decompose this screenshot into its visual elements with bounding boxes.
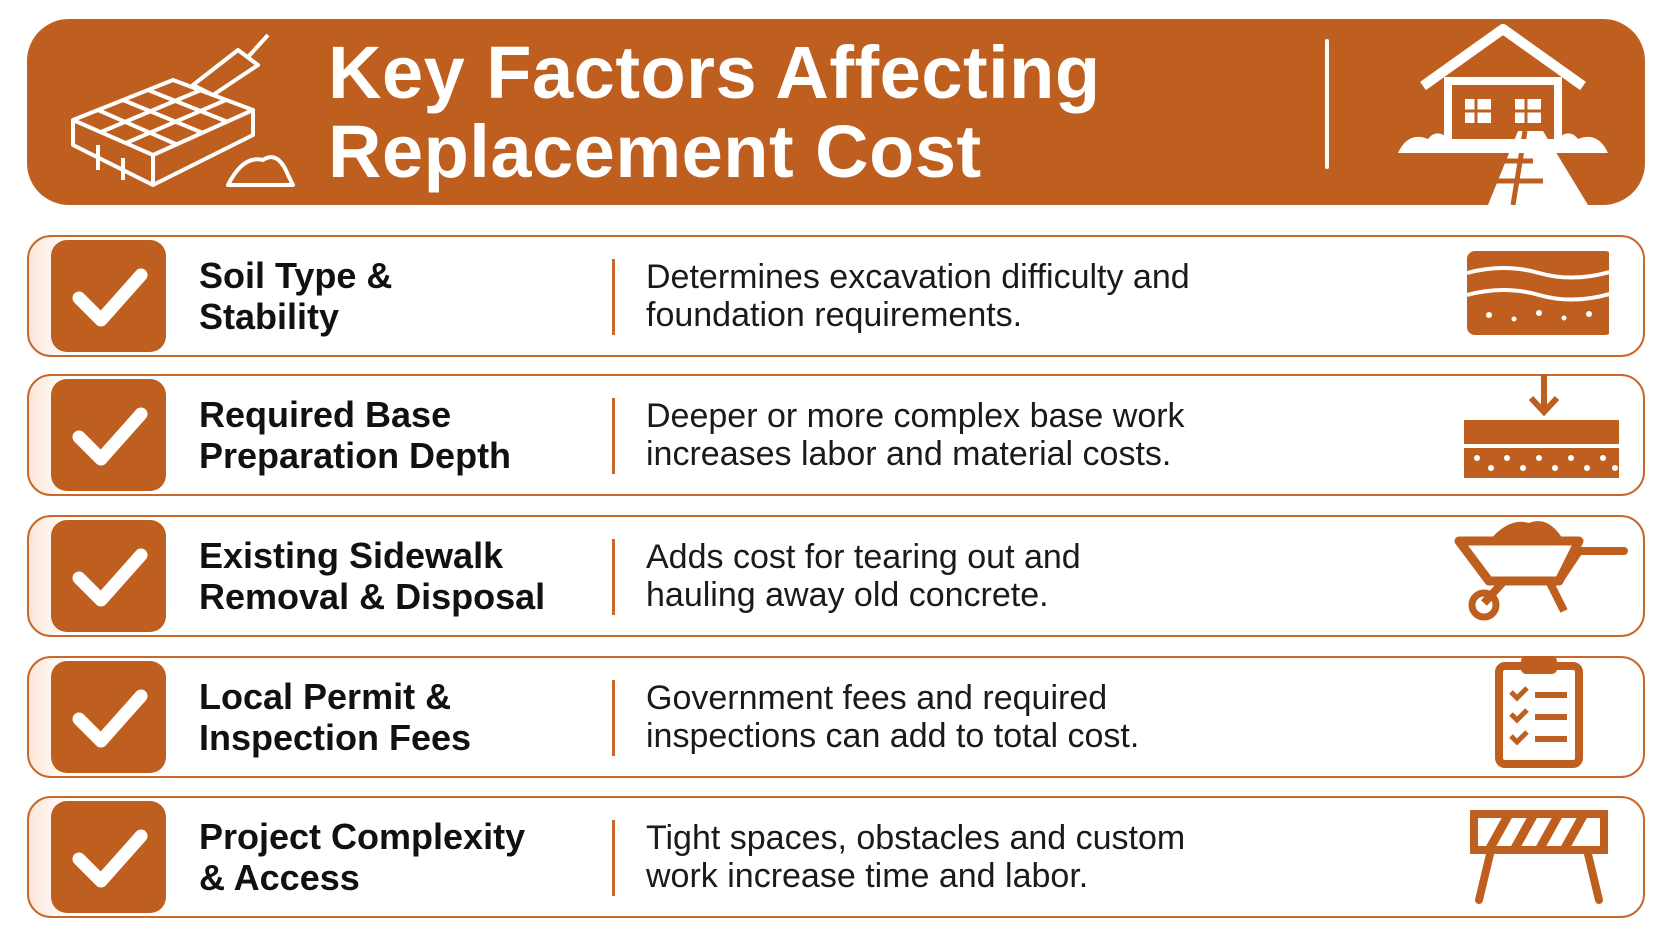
factor-row: Project Complexity & Access Tight spaces,… (27, 796, 1645, 918)
description-line: hauling away old concrete. (646, 576, 1049, 614)
description-line: inspections can add to total cost. (646, 717, 1140, 755)
name-line: & Access (199, 857, 360, 898)
barrier-icon (1470, 810, 1608, 904)
name-line: Stability (199, 296, 340, 337)
wheelbarrow-icon (1454, 521, 1628, 621)
check-box (51, 801, 166, 913)
description-line: increases labor and material costs. (646, 435, 1172, 473)
separator (612, 680, 615, 756)
factor-description: Government fees and required inspections … (646, 658, 1139, 776)
description-line: Adds cost for tearing out and (646, 538, 1081, 576)
description-line: Deeper or more complex base work (646, 397, 1185, 435)
title-line: Key Factors Affecting (328, 31, 1101, 114)
name-line: Local Permit & (199, 676, 452, 717)
check-mark (72, 689, 148, 748)
check-box (51, 240, 166, 352)
name-line: Removal & Disposal (199, 576, 546, 617)
factor-row: Required Base Preparation Depth Deeper or… (27, 374, 1645, 496)
base-depth-icon (1464, 374, 1619, 478)
factor-description: Tight spaces, obstacles and custom work i… (646, 798, 1185, 916)
name-line: Inspection Fees (199, 717, 472, 758)
factor-description: Deeper or more complex base work increase… (646, 376, 1185, 494)
house-icon (1398, 24, 1608, 205)
separator (612, 539, 615, 615)
soil-icon (1466, 251, 1609, 335)
factor-name: Required Base Preparation Depth (199, 376, 511, 494)
description-line: Government fees and required (646, 679, 1108, 717)
header: Key Factors Affecting Replacement Cost (27, 19, 1645, 205)
clipboard-icon (1495, 656, 1583, 768)
factor-name: Existing Sidewalk Removal & Disposal (199, 517, 545, 635)
factor-row: Soil Type & Stability Determines excavati… (27, 235, 1645, 357)
description-line: Determines excavation difficulty and (646, 258, 1190, 296)
name-line: Existing Sidewalk (199, 535, 504, 576)
factor-name: Project Complexity & Access (199, 798, 525, 916)
separator (612, 820, 615, 896)
check-box (51, 661, 166, 773)
factor-row: Local Permit & Inspection Fees Government… (27, 656, 1645, 778)
separator (612, 259, 615, 335)
check-mark (72, 268, 148, 327)
check-mark (72, 829, 148, 888)
description-line: work increase time and labor. (646, 857, 1089, 895)
factor-description: Adds cost for tearing out and hauling awa… (646, 517, 1081, 635)
name-line: Project Complexity (199, 816, 526, 857)
pavers-icon (71, 33, 295, 187)
check-box (51, 520, 166, 632)
name-line: Preparation Depth (199, 435, 512, 476)
factor-name: Soil Type & Stability (199, 237, 392, 355)
header-divider (1325, 39, 1329, 169)
name-line: Soil Type & (199, 255, 393, 296)
factor-name: Local Permit & Inspection Fees (199, 658, 471, 776)
title: Key Factors Affecting Replacement Cost (328, 33, 1101, 191)
description-line: foundation requirements. (646, 296, 1023, 334)
name-line: Required Base (199, 394, 452, 435)
description-line: Tight spaces, obstacles and custom (646, 819, 1186, 857)
separator (612, 398, 615, 474)
factor-description: Determines excavation difficulty and foun… (646, 237, 1190, 355)
check-mark (72, 548, 148, 607)
title-line: Replacement Cost (328, 110, 982, 193)
factor-row: Existing Sidewalk Removal & Disposal Adds… (27, 515, 1645, 637)
check-box (51, 379, 166, 491)
check-mark (72, 407, 148, 466)
